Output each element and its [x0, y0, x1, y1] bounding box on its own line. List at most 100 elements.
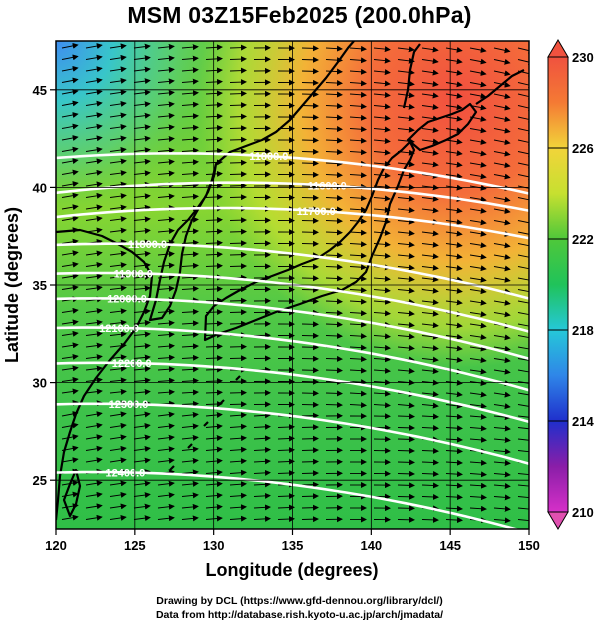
wind-arrow [253, 435, 271, 442]
wind-arrow [253, 423, 271, 430]
wind-arrow [85, 319, 103, 326]
wind-arrow [301, 137, 319, 144]
wind-arrow [301, 102, 319, 109]
wind-arrow [85, 365, 103, 372]
wind-arrow [61, 204, 79, 211]
wind-arrow [253, 458, 271, 465]
wind-arrow [373, 402, 391, 409]
wind-arrow [157, 457, 175, 464]
wind-arrow [445, 391, 463, 398]
wind-arrow [301, 493, 319, 500]
wind-arrow [517, 437, 529, 444]
wind-arrow [61, 112, 79, 118]
wind-arrow [85, 250, 103, 257]
wind-arrow [109, 124, 127, 130]
wind-arrow [133, 158, 151, 165]
wind-arrow [493, 437, 511, 444]
wind-arrow [397, 264, 415, 271]
wind-arrow [349, 333, 367, 340]
wind-arrow [157, 228, 175, 235]
wind-arrow [493, 253, 511, 260]
wind-arrow [109, 342, 127, 349]
wind-arrow [301, 68, 319, 75]
wind-arrow [493, 391, 511, 398]
wind-arrow [517, 517, 529, 524]
wind-arrow [349, 275, 367, 282]
wind-arrow [85, 227, 103, 234]
wind-arrow [133, 365, 151, 372]
wind-arrow [373, 115, 391, 122]
wind-arrow [469, 242, 487, 249]
wind-arrow [181, 331, 199, 338]
wind-arrow [421, 322, 439, 329]
wind-arrow [181, 78, 199, 85]
wind-arrow [61, 215, 79, 222]
wind-arrow [445, 58, 463, 65]
wind-arrow [229, 492, 247, 499]
wind-arrow [181, 55, 199, 62]
y-tick-label: 40 [33, 180, 47, 195]
contour-label: 12000.0 [107, 294, 147, 306]
wind-arrow [421, 368, 439, 375]
wind-arrow [181, 423, 199, 430]
wind-arrow [229, 469, 247, 476]
wind-arrow [109, 388, 127, 395]
wind-arrow [421, 195, 439, 202]
wind-arrow [493, 150, 511, 157]
wind-arrow [349, 298, 367, 305]
wind-arrow [397, 424, 415, 431]
wind-arrow [181, 193, 199, 200]
wind-arrow [109, 216, 127, 223]
wind-arrow [349, 195, 367, 202]
wind-arrow [253, 515, 271, 522]
wind-arrow [445, 287, 463, 294]
wind-arrow [397, 207, 415, 214]
wind-arrow [373, 298, 391, 305]
wind-arrow [157, 170, 175, 177]
wind-arrow [517, 288, 529, 295]
wind-arrow [277, 458, 295, 465]
wind-arrow [421, 356, 439, 363]
wind-arrow [229, 446, 247, 453]
wind-arrow [397, 310, 415, 317]
wind-arrow [469, 47, 487, 54]
contour-line [56, 206, 529, 240]
wind-arrow [517, 448, 529, 455]
wind-arrow [445, 402, 463, 409]
wind-arrow [445, 104, 463, 111]
wind-arrow [181, 228, 199, 235]
wind-arrow [229, 171, 247, 178]
wind-arrow [61, 169, 79, 176]
wind-arrow [421, 402, 439, 409]
wind-arrow [133, 112, 151, 119]
wind-arrow [229, 182, 247, 189]
y-tick-label: 45 [33, 83, 47, 98]
wind-arrow [421, 127, 439, 133]
wind-arrow [421, 482, 439, 489]
wind-arrow [397, 69, 415, 76]
wind-arrow [133, 262, 151, 269]
wind-arrow [397, 345, 415, 352]
wind-arrow [517, 368, 529, 375]
wind-arrow [469, 230, 487, 237]
wind-arrow [373, 206, 391, 213]
wind-arrow [61, 88, 79, 95]
wind-arrow [109, 204, 127, 211]
wind-arrow [469, 219, 487, 226]
wind-arrow [277, 516, 295, 523]
wind-arrow [517, 173, 529, 180]
wind-arrow [469, 81, 487, 88]
wind-arrow [469, 127, 487, 134]
wind-arrow [517, 59, 529, 65]
wind-arrow [133, 66, 151, 73]
wind-arrow [469, 413, 487, 420]
wind-arrow [445, 138, 463, 145]
wind-arrow [421, 391, 439, 398]
wind-arrow [493, 162, 511, 169]
wind-arrow [133, 204, 151, 211]
wind-arrow [517, 139, 529, 146]
wind-arrow [397, 482, 415, 489]
wind-arrow [181, 285, 199, 292]
wind-arrow [157, 112, 175, 119]
wind-arrow [229, 102, 247, 109]
